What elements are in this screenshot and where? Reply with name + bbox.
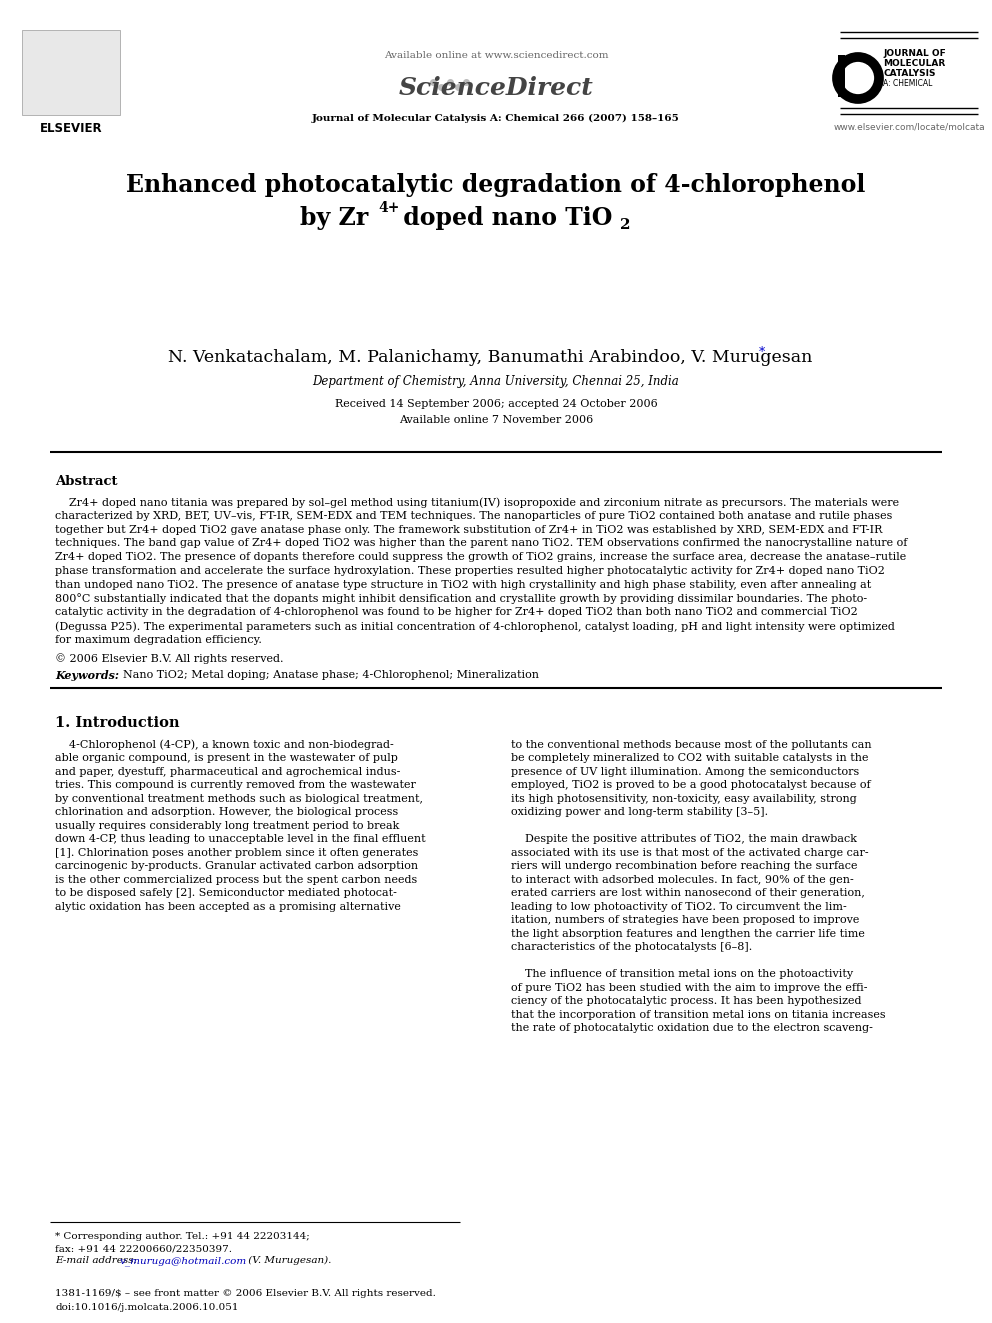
Text: A: CHEMICAL: A: CHEMICAL xyxy=(883,79,932,89)
Text: Department of Chemistry, Anna University, Chennai 25, India: Department of Chemistry, Anna University… xyxy=(312,376,680,389)
Text: v_muruga@hotmail.com: v_muruga@hotmail.com xyxy=(120,1256,247,1266)
Text: www.elsevier.com/locate/molcata: www.elsevier.com/locate/molcata xyxy=(833,123,985,131)
Text: the light absorption features and lengthen the carrier life time: the light absorption features and length… xyxy=(511,929,865,939)
Text: and paper, dyestuff, pharmaceutical and agrochemical indus-: and paper, dyestuff, pharmaceutical and … xyxy=(55,767,401,777)
Text: The influence of transition metal ions on the photoactivity: The influence of transition metal ions o… xyxy=(511,970,853,979)
FancyBboxPatch shape xyxy=(22,30,120,115)
Text: carcinogenic by-products. Granular activated carbon adsorption: carcinogenic by-products. Granular activ… xyxy=(55,861,418,872)
Text: by conventional treatment methods such as biological treatment,: by conventional treatment methods such a… xyxy=(55,794,423,804)
Text: ELSEVIER: ELSEVIER xyxy=(40,122,102,135)
Text: ciency of the photocatalytic process. It has been hypothesized: ciency of the photocatalytic process. It… xyxy=(511,996,861,1007)
Text: oxidizing power and long-term stability [3–5].: oxidizing power and long-term stability … xyxy=(511,807,768,818)
Text: to interact with adsorbed molecules. In fact, 90% of the gen-: to interact with adsorbed molecules. In … xyxy=(511,875,854,885)
Text: catalytic activity in the degradation of 4-chlorophenol was found to be higher f: catalytic activity in the degradation of… xyxy=(55,607,858,618)
Text: techniques. The band gap value of Zr4+ doped TiO2 was higher than the parent nan: techniques. The band gap value of Zr4+ d… xyxy=(55,538,908,549)
Text: (Degussa P25). The experimental parameters such as initial concentration of 4-ch: (Degussa P25). The experimental paramete… xyxy=(55,622,895,632)
Text: Journal of Molecular Catalysis A: Chemical 266 (2007) 158–165: Journal of Molecular Catalysis A: Chemic… xyxy=(312,114,680,123)
Text: Nano TiO2; Metal doping; Anatase phase; 4-Chlorophenol; Mineralization: Nano TiO2; Metal doping; Anatase phase; … xyxy=(116,669,539,680)
Text: Zr4+ doped TiO2. The presence of dopants therefore could suppress the growth of : Zr4+ doped TiO2. The presence of dopants… xyxy=(55,552,907,562)
Text: by Zr: by Zr xyxy=(300,206,368,230)
Text: erated carriers are lost within nanosecond of their generation,: erated carriers are lost within nanoseco… xyxy=(511,888,865,898)
Text: that the incorporation of transition metal ions on titania increases: that the incorporation of transition met… xyxy=(511,1009,886,1020)
Text: [1]. Chlorination poses another problem since it often generates: [1]. Chlorination poses another problem … xyxy=(55,848,419,857)
Text: 4-Chlorophenol (4-CP), a known toxic and non-biodegrad-: 4-Chlorophenol (4-CP), a known toxic and… xyxy=(55,740,394,750)
Text: is the other commercialized process but the spent carbon needs: is the other commercialized process but … xyxy=(55,875,418,885)
Text: able organic compound, is present in the wastewater of pulp: able organic compound, is present in the… xyxy=(55,753,398,763)
Bar xyxy=(858,65,868,83)
Text: tries. This compound is currently removed from the wastewater: tries. This compound is currently remove… xyxy=(55,781,416,790)
Text: employed, TiO2 is proved to be a good photocatalyst because of: employed, TiO2 is proved to be a good ph… xyxy=(511,781,871,790)
Text: riers will undergo recombination before reaching the surface: riers will undergo recombination before … xyxy=(511,861,857,872)
Text: of pure TiO2 has been studied with the aim to improve the effi-: of pure TiO2 has been studied with the a… xyxy=(511,983,867,992)
Text: the rate of photocatalytic oxidation due to the electron scaveng-: the rate of photocatalytic oxidation due… xyxy=(511,1023,873,1033)
Text: fax: +91 44 22200660/22350397.: fax: +91 44 22200660/22350397. xyxy=(55,1244,232,1253)
Text: Received 14 September 2006; accepted 24 October 2006: Received 14 September 2006; accepted 24 … xyxy=(334,400,658,409)
Text: its high photosensitivity, non-toxicity, easy availability, strong: its high photosensitivity, non-toxicity,… xyxy=(511,794,857,804)
Text: characteristics of the photocatalysts [6–8].: characteristics of the photocatalysts [6… xyxy=(511,942,752,953)
Text: alytic oxidation has been accepted as a promising alternative: alytic oxidation has been accepted as a … xyxy=(55,902,401,912)
Text: Zr4+ doped nano titania was prepared by sol–gel method using titanium(IV) isopro: Zr4+ doped nano titania was prepared by … xyxy=(55,497,899,508)
Text: associated with its use is that most of the activated charge car-: associated with its use is that most of … xyxy=(511,848,869,857)
Text: Available online 7 November 2006: Available online 7 November 2006 xyxy=(399,415,593,425)
Text: Abstract: Abstract xyxy=(55,475,117,488)
Text: 4+: 4+ xyxy=(378,201,400,216)
Text: to the conventional methods because most of the pollutants can: to the conventional methods because most… xyxy=(511,740,872,750)
Text: presence of UV light illumination. Among the semiconductors: presence of UV light illumination. Among… xyxy=(511,767,859,777)
Text: ScienceDirect: ScienceDirect xyxy=(399,75,593,101)
Bar xyxy=(838,56,845,97)
Text: doi:10.1016/j.molcata.2006.10.051: doi:10.1016/j.molcata.2006.10.051 xyxy=(55,1303,238,1312)
Text: usually requires considerably long treatment period to break: usually requires considerably long treat… xyxy=(55,820,400,831)
Text: *: * xyxy=(759,347,765,360)
Text: doped nano TiO: doped nano TiO xyxy=(395,206,612,230)
Text: MOLECULAR: MOLECULAR xyxy=(883,60,945,69)
Text: (V. Murugesan).: (V. Murugesan). xyxy=(245,1256,331,1265)
Text: for maximum degradation efficiency.: for maximum degradation efficiency. xyxy=(55,635,262,646)
Text: leading to low photoactivity of TiO2. To circumvent the lim-: leading to low photoactivity of TiO2. To… xyxy=(511,902,847,912)
Text: down 4-CP, thus leading to unacceptable level in the final effluent: down 4-CP, thus leading to unacceptable … xyxy=(55,835,426,844)
Text: 1. Introduction: 1. Introduction xyxy=(55,716,180,730)
Text: 800°C substantially indicated that the dopants might inhibit densification and c: 800°C substantially indicated that the d… xyxy=(55,594,867,605)
Text: Keywords:: Keywords: xyxy=(55,669,119,681)
Text: N. Venkatachalam, M. Palanichamy, Banumathi Arabindoo, V. Murugesan: N. Venkatachalam, M. Palanichamy, Banuma… xyxy=(168,349,812,366)
Text: to be disposed safely [2]. Semiconductor mediated photocat-: to be disposed safely [2]. Semiconductor… xyxy=(55,888,397,898)
Text: be completely mineralized to CO2 with suitable catalysts in the: be completely mineralized to CO2 with su… xyxy=(511,753,869,763)
Text: * Corresponding author. Tel.: +91 44 22203144;: * Corresponding author. Tel.: +91 44 222… xyxy=(55,1232,310,1241)
Text: E-mail address:: E-mail address: xyxy=(55,1256,141,1265)
Text: chlorination and adsorption. However, the biological process: chlorination and adsorption. However, th… xyxy=(55,807,398,818)
Text: 2: 2 xyxy=(620,218,631,232)
Text: itation, numbers of strategies have been proposed to improve: itation, numbers of strategies have been… xyxy=(511,916,859,925)
Text: Available online at www.sciencedirect.com: Available online at www.sciencedirect.co… xyxy=(384,50,608,60)
Text: 1381-1169/$ – see front matter © 2006 Elsevier B.V. All rights reserved.: 1381-1169/$ – see front matter © 2006 El… xyxy=(55,1289,435,1298)
Text: than undoped nano TiO2. The presence of anatase type structure in TiO2 with high: than undoped nano TiO2. The presence of … xyxy=(55,579,871,590)
Text: Despite the positive attributes of TiO2, the main drawback: Despite the positive attributes of TiO2,… xyxy=(511,835,857,844)
Text: characterized by XRD, BET, UV–vis, FT-IR, SEM-EDX and TEM techniques. The nanopa: characterized by XRD, BET, UV–vis, FT-IR… xyxy=(55,511,893,521)
Text: phase transformation and accelerate the surface hydroxylation. These properties : phase transformation and accelerate the … xyxy=(55,566,885,576)
Text: Enhanced photocatalytic degradation of 4-chlorophenol: Enhanced photocatalytic degradation of 4… xyxy=(126,173,866,197)
Text: © 2006 Elsevier B.V. All rights reserved.: © 2006 Elsevier B.V. All rights reserved… xyxy=(55,652,284,664)
Text: together but Zr4+ doped TiO2 gave anatase phase only. The framework substitution: together but Zr4+ doped TiO2 gave anatas… xyxy=(55,525,882,534)
Text: CATALYSIS: CATALYSIS xyxy=(883,70,935,78)
Text: JOURNAL OF: JOURNAL OF xyxy=(883,49,945,58)
